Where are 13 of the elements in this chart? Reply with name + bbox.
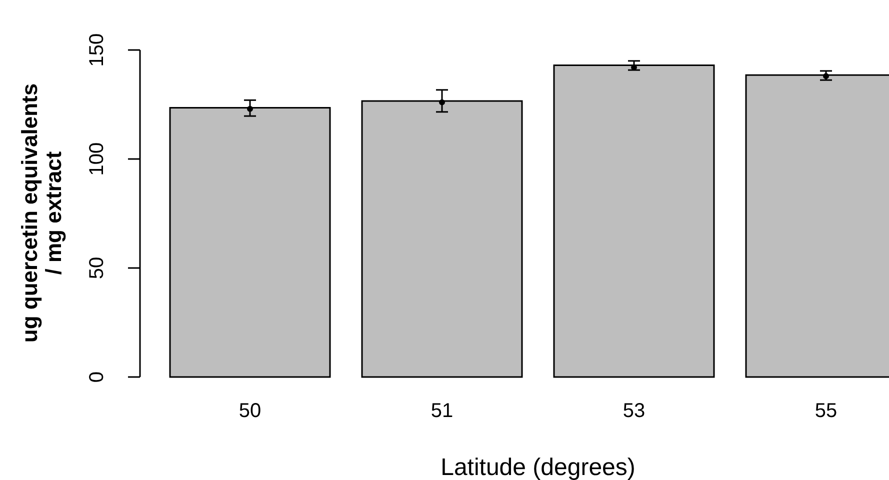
x-tick-label: 50 xyxy=(238,400,262,422)
y-tick-label: 150 xyxy=(86,33,108,67)
y-tick-label: 100 xyxy=(86,142,108,176)
x-tick-label: 55 xyxy=(814,400,838,422)
y-tick-label: 0 xyxy=(86,371,108,383)
y-tick-label: 50 xyxy=(86,256,108,280)
point xyxy=(247,106,253,112)
point xyxy=(823,73,829,80)
x-tick-label: 53 xyxy=(622,400,646,422)
x-tick-label: 51 xyxy=(430,400,454,422)
y-axis-title: ug quercetin equivalents / mg extract xyxy=(17,83,66,343)
point xyxy=(439,99,445,106)
x-axis-title: Latitude (degrees) xyxy=(440,454,636,480)
